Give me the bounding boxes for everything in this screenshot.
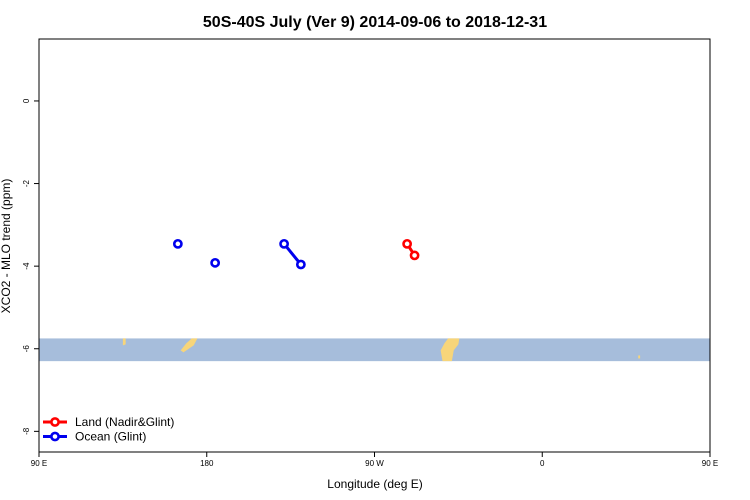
data-point: [409, 250, 420, 261]
y-tick-label: -2: [22, 179, 31, 187]
series-ocean-glint-: [172, 238, 306, 270]
legend-entry-label: Ocean (Glint): [75, 430, 146, 444]
plot-frame: [38, 38, 711, 453]
x-tick-label: 0: [540, 459, 545, 468]
data-point: [210, 257, 221, 268]
y-tick-label: -8: [22, 427, 31, 435]
plot-area: 90 E 180 90 W 0 90 E 0 -2 -4 -6 -8: [22, 38, 718, 468]
x-tick-label: 90 E: [702, 459, 718, 468]
chart-title: 50S-40S July (Ver 9) 2014-09-06 to 2018-…: [203, 14, 547, 31]
y-tick-label: -4: [22, 262, 31, 270]
y-tick-label: 0: [22, 98, 31, 103]
legend-marker: [50, 431, 60, 442]
map-strip: [39, 338, 710, 362]
legend-entry-label: Land (Nadir&Glint): [75, 415, 174, 429]
x-axis-label: Longitude (deg E): [327, 477, 422, 491]
land-south-america: [440, 338, 460, 362]
y-tick-label: -6: [22, 345, 31, 353]
x-tick-label: 180: [200, 459, 214, 468]
series-land-nadir-glint-: [402, 238, 420, 261]
y-axis-label: XCO2 - MLO trend (ppm): [0, 179, 13, 314]
ocean-band: [39, 338, 710, 362]
legend: Land (Nadir&Glint)Ocean (Glint): [43, 415, 174, 444]
x-tick-label: 90 E: [31, 459, 47, 468]
x-tick-label: 90 W: [365, 459, 384, 468]
data-point: [295, 259, 306, 270]
data-point: [279, 238, 290, 249]
data-point: [402, 238, 413, 249]
legend-marker: [50, 417, 60, 427]
land-new-zealand: [180, 338, 198, 353]
data-point: [172, 238, 183, 249]
land-islet: [638, 355, 641, 359]
land-tasmania: [122, 338, 126, 346]
